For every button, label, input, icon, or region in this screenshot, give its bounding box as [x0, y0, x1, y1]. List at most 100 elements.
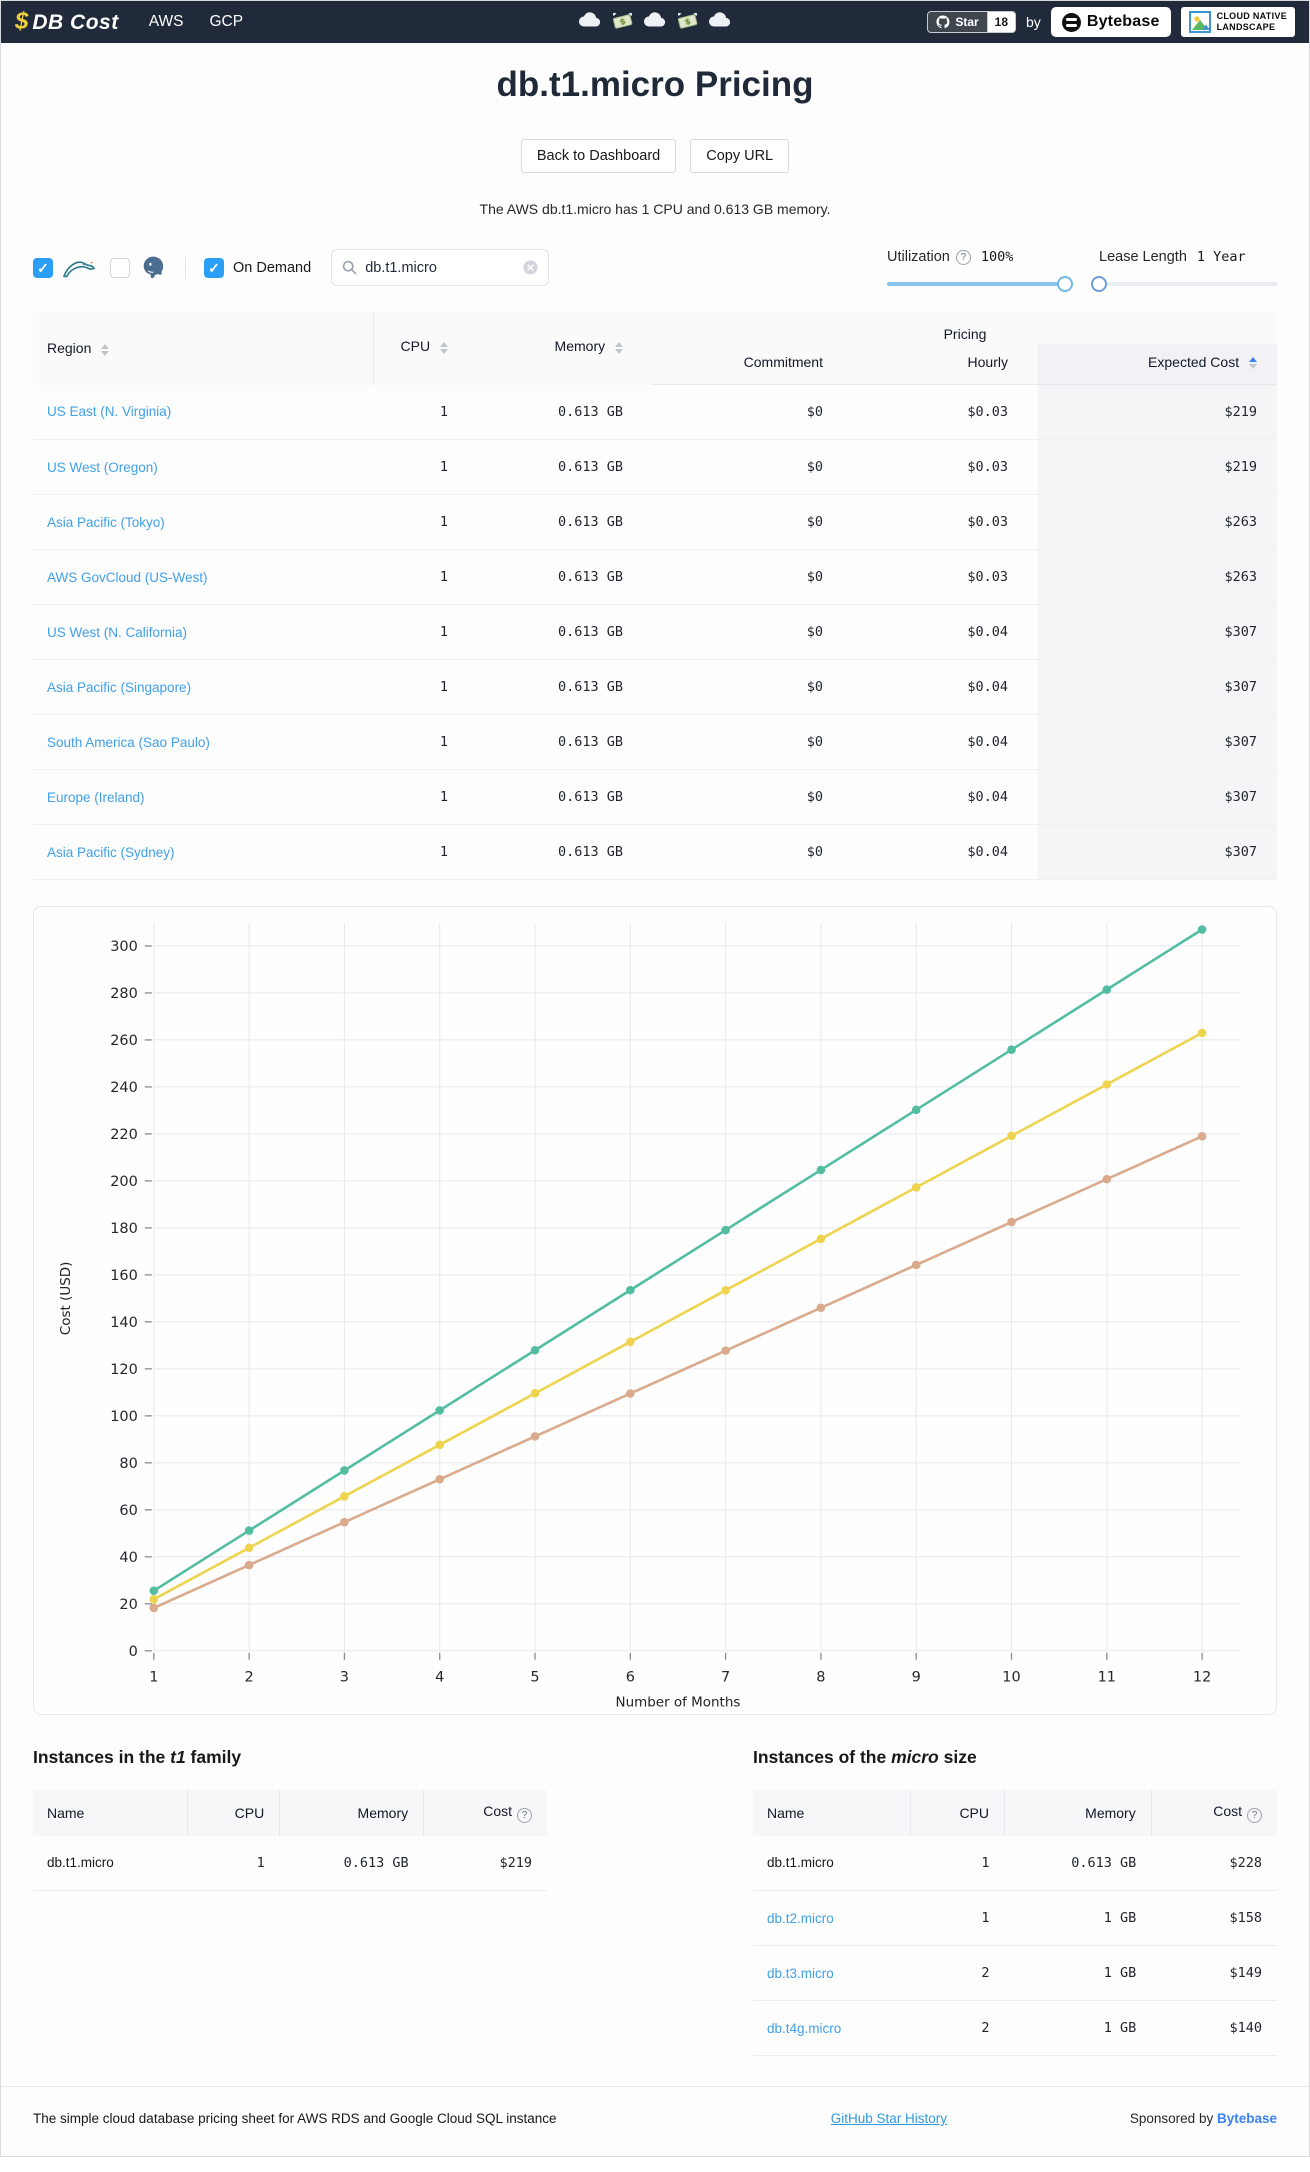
- on-demand-checkbox[interactable]: ✓: [204, 257, 224, 278]
- postgres-filter[interactable]: ✓: [110, 254, 167, 282]
- nav-link-gcp[interactable]: GCP: [209, 13, 244, 30]
- expected-cost-cell: $219: [1038, 439, 1277, 495]
- cpu-cell: 1: [373, 714, 478, 770]
- memory-cell: 0.613 GB: [478, 769, 653, 825]
- sponsor-bytebase-link[interactable]: Bytebase: [1216, 2111, 1277, 2127]
- region-link[interactable]: US West (N. California): [47, 624, 188, 640]
- cost-line-chart: 0 20 40 60 80 100 120 140 160 180 200 220 240 260 280 3…: [58, 922, 1241, 1711]
- column-header-memory[interactable]: Memory: [478, 312, 653, 385]
- cost-help-icon[interactable]: ?: [1247, 1807, 1262, 1823]
- family-column-cost: Cost?: [423, 1789, 547, 1836]
- instance-name[interactable]: db.t2.micro: [767, 1910, 834, 1926]
- filter-divider: [185, 256, 186, 279]
- region-link[interactable]: South America (Sao Paulo): [47, 734, 210, 750]
- hourly-cell: $0.03: [853, 549, 1038, 605]
- on-demand-filter[interactable]: ✓ On Demand: [204, 257, 311, 278]
- region-link[interactable]: US West (Oregon): [47, 459, 158, 475]
- cpu-cell: 1: [373, 604, 478, 660]
- bytebase-logo[interactable]: Bytebase: [1050, 7, 1171, 37]
- svg-text:2: 2: [245, 1670, 254, 1686]
- table-row: Asia Pacific (Tokyo) 1 0.613 GB $0 $0.03…: [33, 494, 1277, 550]
- hourly-cell: $0.04: [853, 604, 1038, 660]
- lease-slider-group: Lease Length 1 Year: [1091, 249, 1277, 292]
- memory-cell: 0.613 GB: [478, 714, 653, 770]
- region-link[interactable]: Asia Pacific (Singapore): [47, 679, 192, 695]
- cost-help-icon[interactable]: ?: [517, 1807, 532, 1823]
- region-link[interactable]: US East (N. Virginia): [47, 404, 172, 420]
- cpu-cell: 2: [910, 1945, 1005, 2002]
- column-header-commitment: Commitment: [653, 344, 853, 385]
- lease-length-slider[interactable]: [1091, 276, 1277, 292]
- nav-link-aws[interactable]: AWS: [148, 13, 184, 30]
- mysql-filter[interactable]: ✓: [33, 256, 96, 280]
- sort-icon-active: [1249, 357, 1257, 370]
- column-header-cpu[interactable]: CPU: [373, 312, 478, 385]
- region-link[interactable]: Europe (Ireland): [47, 789, 145, 805]
- memory-cell: 0.613 GB: [478, 384, 653, 440]
- expected-cost-cell: $263: [1038, 494, 1277, 550]
- utilization-slider-handle[interactable]: [1057, 276, 1073, 292]
- cost-cell: $140: [1151, 2000, 1277, 2057]
- instance-name[interactable]: db.t3.micro: [767, 1965, 834, 1981]
- github-star-widget[interactable]: Star 18: [927, 11, 1017, 33]
- memory-cell: 0.613 GB: [478, 549, 653, 605]
- svg-text:80: 80: [119, 1456, 137, 1472]
- expected-cost-cell: $307: [1038, 769, 1277, 825]
- size-section: Instances of the micro size Name CPU Mem…: [753, 1747, 1277, 2057]
- search-input[interactable]: [365, 259, 516, 276]
- memory-cell: 0.613 GB: [478, 439, 653, 495]
- dbcost-logo[interactable]: $ DB Cost: [15, 8, 119, 36]
- table-row: US West (N. California) 1 0.613 GB $0 $0…: [33, 604, 1277, 660]
- lease-slider-handle[interactable]: [1091, 276, 1107, 292]
- svg-text:160: 160: [110, 1268, 138, 1284]
- svg-text:7: 7: [721, 1670, 730, 1686]
- github-star-history-link[interactable]: GitHub Star History: [830, 2111, 947, 2127]
- table-row: US East (N. Virginia) 1 0.613 GB $0 $0.0…: [33, 384, 1277, 440]
- column-header-expected-cost[interactable]: Expected Cost: [1038, 344, 1277, 385]
- region-link[interactable]: Asia Pacific (Tokyo): [47, 514, 165, 530]
- sort-icon: [440, 341, 448, 354]
- search-icon: [342, 260, 357, 275]
- cpu-cell: 2: [910, 2000, 1005, 2057]
- money-with-wings-icon: $: [611, 9, 634, 35]
- mysql-checkbox[interactable]: ✓: [33, 257, 53, 278]
- utilization-value: 100%: [980, 249, 1014, 265]
- money-with-wings-icon: $: [676, 9, 699, 35]
- copy-url-button[interactable]: Copy URL: [690, 139, 790, 173]
- svg-text:12: 12: [1193, 1670, 1211, 1686]
- family-column-memory: Memory: [279, 1789, 424, 1836]
- page-title: db.t1.micro Pricing: [496, 65, 814, 104]
- postgres-checkbox[interactable]: ✓: [110, 257, 130, 278]
- region-link[interactable]: AWS GovCloud (US-West): [47, 569, 208, 585]
- hourly-cell: $0.03: [853, 494, 1038, 550]
- instance-name[interactable]: db.t1.micro: [767, 1855, 834, 1871]
- footer: The simple cloud database pricing sheet …: [1, 2086, 1309, 2156]
- cpu-cell: 1: [373, 769, 478, 825]
- filter-bar: ✓ ✓ ✓ On Demand: [33, 249, 1277, 292]
- back-to-dashboard-button[interactable]: Back to Dashboard: [520, 139, 677, 173]
- github-star-count: 18: [987, 11, 1017, 33]
- sort-icon: [615, 341, 623, 354]
- utilization-slider[interactable]: [887, 276, 1073, 292]
- utilization-help-icon[interactable]: ?: [955, 249, 971, 265]
- instance-name[interactable]: db.t4g.micro: [767, 2020, 842, 2036]
- column-header-region[interactable]: Region: [33, 312, 374, 385]
- svg-text:10: 10: [1002, 1670, 1020, 1686]
- svg-text:Number of Months: Number of Months: [616, 1695, 741, 1711]
- family-section: Instances in the t1 family Name CPU Memo…: [33, 1747, 547, 2057]
- hourly-cell: $0.03: [853, 439, 1038, 495]
- cloud-icon: [643, 11, 667, 33]
- pricing-table-body: US East (N. Virginia) 1 0.613 GB $0 $0.0…: [33, 384, 1277, 880]
- svg-text:8: 8: [816, 1670, 825, 1686]
- table-row: Asia Pacific (Sydney) 1 0.613 GB $0 $0.0…: [33, 824, 1277, 880]
- region-link[interactable]: Asia Pacific (Sydney): [47, 844, 175, 860]
- cpu-cell: 1: [910, 1890, 1005, 1947]
- by-label: by: [1026, 14, 1041, 30]
- cloud-native-landscape-badge[interactable]: CLOUD NATIVE LANDSCAPE: [1180, 7, 1295, 37]
- svg-text:220: 220: [110, 1127, 138, 1143]
- svg-text:200: 200: [110, 1174, 138, 1190]
- svg-text:20: 20: [119, 1597, 137, 1613]
- cost-cell: $219: [423, 1835, 547, 1892]
- svg-text:280: 280: [110, 986, 138, 1002]
- clear-search-icon[interactable]: [523, 260, 538, 275]
